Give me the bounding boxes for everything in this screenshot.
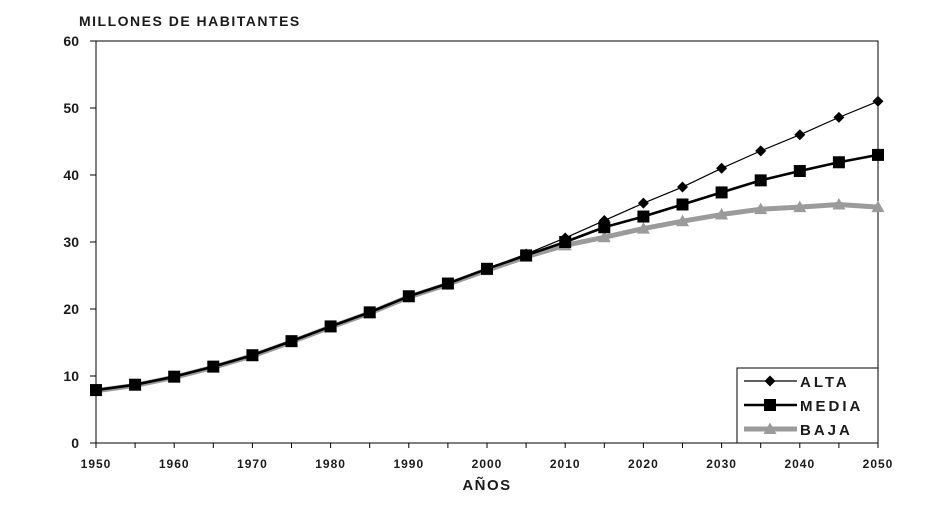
data-point-square [793,164,806,177]
data-point-diamond [90,384,102,396]
x-tick-label: 2040 [784,457,815,471]
data-point-square [764,399,776,411]
data-point-triangle [597,230,611,243]
legend-item-baja: BAJA [744,422,853,439]
data-point-diamond [442,278,454,290]
y-tick-label: 0 [71,435,79,451]
data-point-diamond [716,162,728,174]
data-point-square [676,198,689,211]
legend-item-media: MEDIA [744,398,863,415]
data-point-triangle [832,197,846,210]
y-tick-label: 10 [63,368,79,384]
data-point-square [754,174,767,187]
y-tick-label: 20 [63,301,79,317]
data-point-diamond [764,375,776,387]
y-tick-label: 40 [63,167,79,183]
y-tick-label: 50 [63,100,79,116]
series-alta [90,95,884,396]
data-point-diamond [755,145,767,157]
x-tick-label: 1950 [81,457,112,471]
y-axis-title: MILLONES DE HABITANTES [79,13,301,29]
x-tick-label: 2050 [863,457,894,471]
data-point-diamond [637,197,649,209]
data-point-diamond [520,248,532,260]
x-axis-title: AÑOS [462,476,511,494]
data-point-diamond [833,111,845,123]
data-point-diamond [246,349,258,361]
data-point-diamond [403,290,415,302]
data-point-diamond [168,371,180,383]
y-tick-label: 30 [63,234,79,250]
legend-label: BAJA [800,422,853,439]
data-point-square [637,210,650,223]
data-point-triangle [763,422,777,434]
data-point-diamond [364,306,376,318]
legend-item-alta: ALTA [744,374,850,391]
x-tick-label: 1970 [237,457,268,471]
data-point-triangle [636,222,650,234]
x-tick-label: 1960 [159,457,190,471]
x-tick-label: 2030 [706,457,737,471]
data-point-diamond [598,215,610,227]
data-point-triangle [871,200,885,213]
x-tick-label: 2010 [550,457,581,471]
y-tick-label: 60 [63,33,79,49]
data-point-triangle [676,214,689,227]
data-point-diamond [677,181,688,193]
data-point-diamond [481,263,493,275]
data-point-triangle [793,200,807,213]
data-point-square [832,156,845,169]
data-point-triangle [754,202,768,215]
x-tick-label: 1980 [315,457,346,471]
series-line-alta [95,100,879,391]
data-point-triangle [715,208,729,220]
series-group [89,95,885,397]
x-tick-label: 2000 [472,457,503,471]
data-point-diamond [325,320,337,332]
x-tick-label: 1990 [393,457,424,471]
data-point-square [872,148,884,161]
x-tick-label: 2020 [628,457,659,471]
legend: ALTA MEDIA BAJA [736,367,879,444]
data-point-square [715,186,728,199]
data-point-diamond [129,379,141,391]
data-point-diamond [286,335,297,347]
legend-label: ALTA [800,374,850,391]
legend-label: MEDIA [800,398,863,415]
data-point-diamond [207,361,219,373]
data-point-diamond [559,232,571,244]
data-point-square [598,221,611,234]
data-point-diamond [794,129,806,141]
data-point-diamond [872,95,884,107]
